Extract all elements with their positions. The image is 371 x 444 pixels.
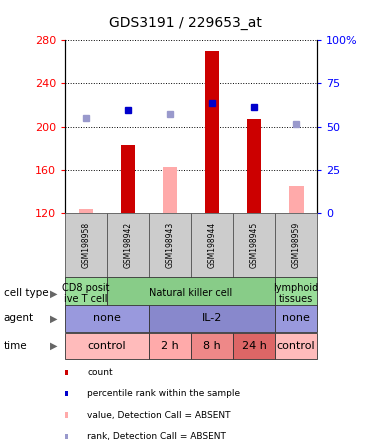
FancyBboxPatch shape bbox=[65, 278, 107, 309]
Bar bbox=[289, 186, 303, 213]
Text: Natural killer cell: Natural killer cell bbox=[150, 289, 233, 298]
Text: 2 h: 2 h bbox=[161, 341, 179, 351]
FancyBboxPatch shape bbox=[149, 213, 191, 278]
FancyBboxPatch shape bbox=[149, 333, 191, 359]
Text: control: control bbox=[88, 341, 126, 351]
Bar bbox=[121, 145, 135, 213]
Text: GSM198942: GSM198942 bbox=[124, 222, 132, 268]
Bar bbox=[205, 51, 220, 213]
FancyBboxPatch shape bbox=[65, 213, 107, 278]
Text: agent: agent bbox=[4, 313, 34, 323]
Text: value, Detection Call = ABSENT: value, Detection Call = ABSENT bbox=[87, 411, 231, 420]
Text: GSM198944: GSM198944 bbox=[208, 222, 217, 269]
FancyBboxPatch shape bbox=[191, 213, 233, 278]
Text: percentile rank within the sample: percentile rank within the sample bbox=[87, 389, 240, 398]
FancyBboxPatch shape bbox=[233, 333, 275, 359]
FancyBboxPatch shape bbox=[275, 213, 317, 278]
FancyBboxPatch shape bbox=[275, 333, 317, 359]
Text: rank, Detection Call = ABSENT: rank, Detection Call = ABSENT bbox=[87, 432, 226, 441]
Text: ▶: ▶ bbox=[50, 313, 58, 323]
Text: control: control bbox=[277, 341, 315, 351]
FancyBboxPatch shape bbox=[275, 278, 317, 309]
Text: count: count bbox=[87, 368, 113, 377]
Text: GSM198959: GSM198959 bbox=[292, 222, 301, 269]
Text: 8 h: 8 h bbox=[203, 341, 221, 351]
Bar bbox=[79, 209, 93, 213]
Text: GSM198945: GSM198945 bbox=[250, 222, 259, 269]
FancyBboxPatch shape bbox=[149, 305, 275, 332]
Text: CD8 posit
ive T cell: CD8 posit ive T cell bbox=[62, 283, 110, 304]
FancyBboxPatch shape bbox=[191, 333, 233, 359]
Text: none: none bbox=[93, 313, 121, 323]
Text: ▶: ▶ bbox=[50, 289, 58, 298]
Bar bbox=[162, 166, 177, 213]
FancyBboxPatch shape bbox=[65, 333, 149, 359]
Text: GSM198943: GSM198943 bbox=[165, 222, 174, 269]
Text: IL-2: IL-2 bbox=[202, 313, 222, 323]
Text: GSM198958: GSM198958 bbox=[82, 222, 91, 268]
Text: time: time bbox=[4, 341, 27, 351]
Text: cell type: cell type bbox=[4, 289, 48, 298]
Text: 24 h: 24 h bbox=[242, 341, 267, 351]
Text: GDS3191 / 229653_at: GDS3191 / 229653_at bbox=[109, 16, 262, 30]
FancyBboxPatch shape bbox=[107, 278, 275, 309]
FancyBboxPatch shape bbox=[107, 213, 149, 278]
Text: none: none bbox=[282, 313, 310, 323]
FancyBboxPatch shape bbox=[233, 213, 275, 278]
Text: ▶: ▶ bbox=[50, 341, 58, 351]
FancyBboxPatch shape bbox=[65, 305, 149, 332]
Text: lymphoid
tissues: lymphoid tissues bbox=[273, 283, 319, 304]
FancyBboxPatch shape bbox=[275, 305, 317, 332]
Bar bbox=[247, 119, 262, 213]
